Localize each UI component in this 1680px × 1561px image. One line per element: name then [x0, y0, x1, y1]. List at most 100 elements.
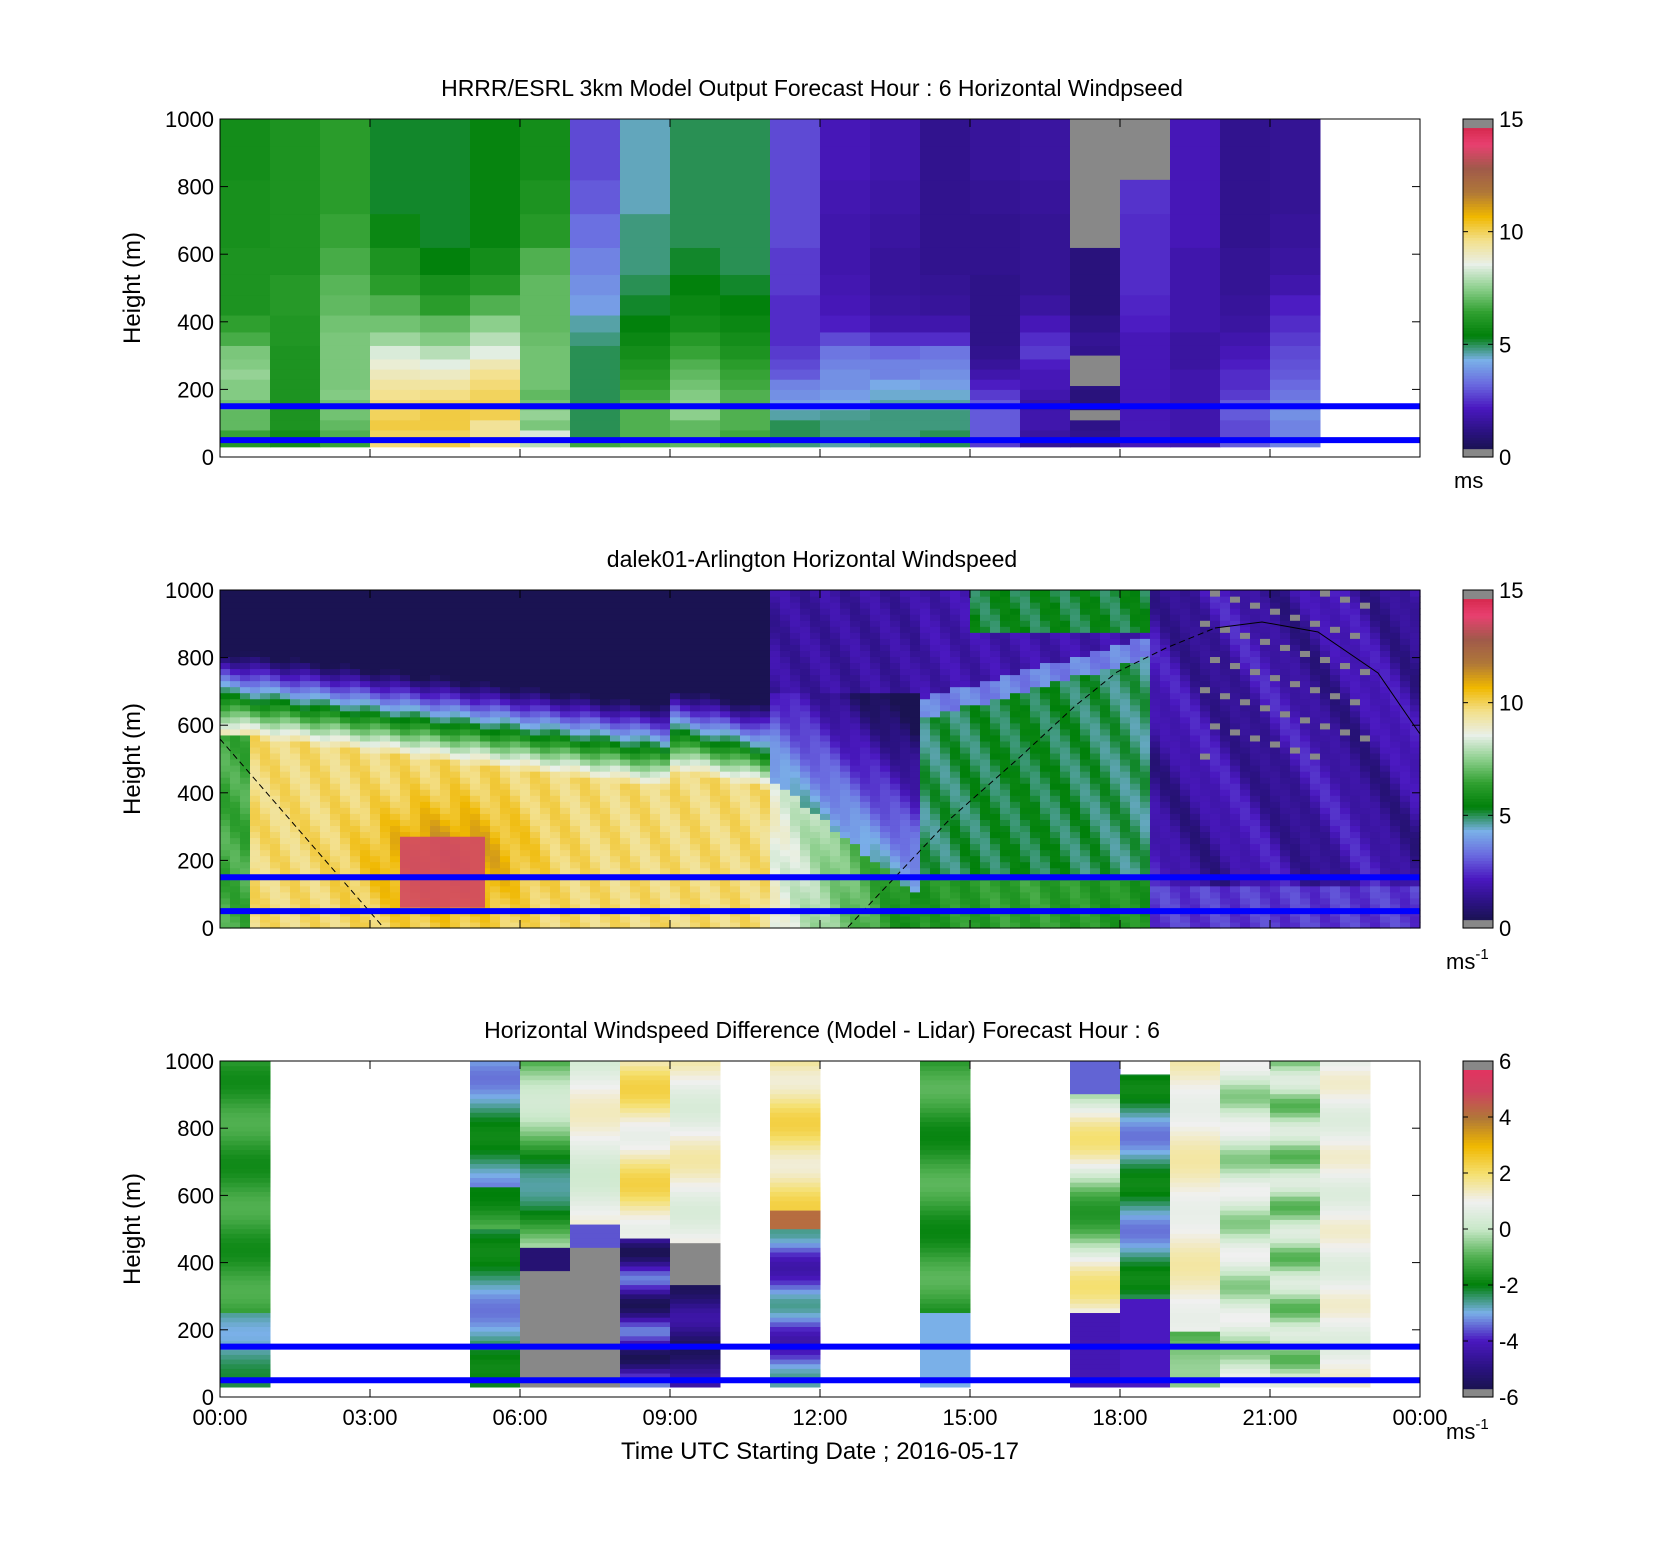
model-cell: [720, 315, 771, 332]
lidar-cell: [520, 656, 531, 663]
lidar-cell: [270, 626, 281, 633]
lidar-cell: [250, 844, 261, 851]
lidar-cell: [940, 771, 951, 778]
lidar-cell: [230, 831, 241, 838]
lidar-cell: [900, 602, 911, 609]
lidar-cell: [490, 771, 501, 778]
lidar-cell: [680, 801, 691, 808]
lidar-cell: [780, 783, 791, 790]
lidar-cell: [330, 729, 341, 736]
lidar-cell: [480, 614, 491, 621]
lidar-cell: [860, 819, 871, 826]
lidar-cell: [530, 644, 541, 651]
lidar-cell: [820, 668, 831, 675]
lidar-cell: [870, 819, 881, 826]
lidar-cell: [600, 777, 611, 784]
lidar-cell: [490, 723, 501, 730]
lidar-cell: [580, 892, 591, 899]
model-cell: [470, 410, 521, 421]
lidar-cell: [230, 862, 241, 869]
lidar-cell: [330, 765, 341, 772]
lidar-cell: [410, 711, 421, 718]
lidar-cell: [830, 656, 841, 663]
lidar-cell: [540, 741, 551, 748]
lidar-cell: [600, 819, 611, 826]
lidar-cell: [250, 632, 261, 639]
lidar-cell: [560, 668, 571, 675]
lidar-cell: [630, 813, 641, 820]
lidar-cell: [360, 753, 371, 760]
lidar-cell: [520, 711, 531, 718]
lidar-cell: [720, 638, 731, 645]
lidar-cell: [670, 723, 681, 730]
lidar-cell: [640, 892, 651, 899]
lidar-cell: [330, 668, 341, 675]
model-cell: [670, 389, 721, 400]
lidar-cell: [370, 590, 381, 597]
lidar-cell: [370, 650, 381, 657]
model-cell: [620, 214, 671, 248]
lidar-cell: [280, 632, 291, 639]
lidar-cell: [770, 626, 781, 633]
lidar-cell: [360, 687, 371, 694]
lidar-cell: [490, 819, 501, 826]
lidar-cell: [360, 844, 371, 851]
lidar-cell: [690, 807, 701, 814]
lidar-cell: [920, 735, 931, 742]
lidar-cell: [630, 711, 641, 718]
lidar-cell: [430, 771, 441, 778]
lidar-cell: [820, 813, 831, 820]
lidar-cell: [740, 777, 751, 784]
lidar-cell: [1000, 868, 1011, 875]
lidar-cell: [580, 771, 591, 778]
lidar-cell: [470, 632, 481, 639]
lidar-cell: [860, 662, 871, 669]
lidar-cell: [530, 753, 541, 760]
lidar-cell: [430, 705, 441, 712]
model-cell: [1270, 119, 1321, 147]
lidar-cell: [960, 856, 971, 863]
lidar-cell: [970, 898, 981, 905]
lidar-cell: [330, 789, 341, 796]
lidar-cell: [800, 795, 811, 802]
lidar-cell: [580, 898, 591, 905]
lidar-cell: [530, 602, 541, 609]
lidar-cell: [350, 759, 361, 766]
model-cell: [870, 247, 921, 275]
lidar-cell: [740, 880, 751, 887]
lidar-cell: [880, 771, 891, 778]
lidar-cell: [600, 862, 611, 869]
model-cell: [1020, 369, 1071, 380]
lidar-cell: [970, 626, 981, 633]
lidar-cell: [790, 892, 801, 899]
lidar-cell: [910, 602, 921, 609]
lidar-cell: [770, 632, 781, 639]
lidar-cell: [280, 735, 291, 742]
lidar-cell: [770, 837, 781, 844]
lidar-cell: [410, 801, 421, 808]
lidar-cell: [650, 626, 661, 633]
model-cell: [220, 146, 271, 180]
lidar-cell: [850, 825, 861, 832]
model-cell: [470, 247, 521, 275]
lidar-cell: [950, 831, 961, 838]
lidar-cell: [830, 856, 841, 863]
lidar-cell: [910, 632, 921, 639]
lidar-cell: [230, 856, 241, 863]
lidar-cell: [590, 687, 601, 694]
lidar-cell: [630, 868, 641, 875]
lidar-cell: [400, 729, 411, 736]
lidar-cell: [940, 735, 951, 742]
lidar-cell: [720, 662, 731, 669]
lidar-cell: [880, 868, 891, 875]
lidar-cell: [610, 741, 621, 748]
model-cell: [420, 146, 471, 180]
lidar-cell: [600, 813, 611, 820]
lidar-cell: [600, 681, 611, 688]
lidar-cell: [990, 735, 1001, 742]
lidar-cell: [970, 614, 981, 621]
model-cell: [220, 420, 271, 431]
lidar-cell: [780, 620, 791, 627]
lidar-cell: [960, 626, 971, 633]
lidar-cell: [920, 741, 931, 748]
